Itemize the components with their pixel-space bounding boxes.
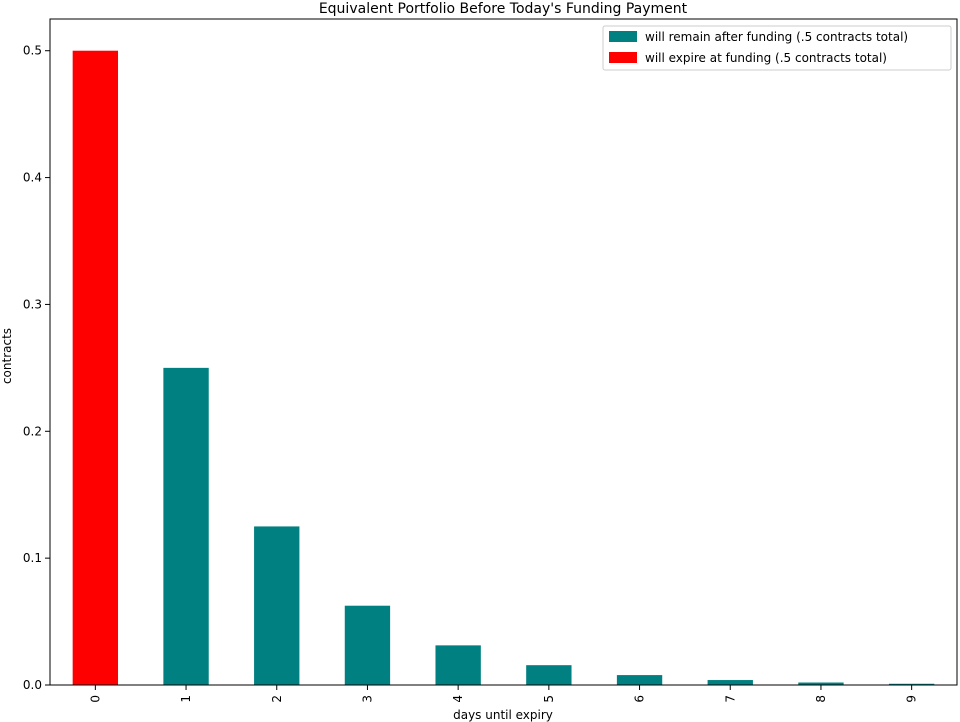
plot-area xyxy=(49,18,958,686)
x-tick-label: 2 xyxy=(270,695,284,703)
bar-remain-4 xyxy=(435,645,481,685)
bar-remain-6 xyxy=(616,675,663,685)
x-tick-label: 6 xyxy=(633,695,647,703)
legend-label-expire: will expire at funding (.5 contracts tot… xyxy=(645,51,887,65)
legend: will remain after funding (.5 contracts … xyxy=(602,25,952,71)
x-tick-label: 1 xyxy=(179,695,193,703)
bar-expire-0 xyxy=(72,50,119,685)
y-tick-label: 0.3 xyxy=(23,297,42,311)
legend-swatch-remain xyxy=(609,31,637,42)
bar-remain-9 xyxy=(888,683,935,685)
y-axis: 0.0 0.1 0.2 0.3 0.4 0.5 xyxy=(23,44,50,692)
axes-frame xyxy=(49,18,958,686)
chart-title: Equivalent Portfolio Before Today's Fund… xyxy=(319,1,688,17)
y-tick-label: 0.4 xyxy=(23,171,42,185)
legend-swatch-expire xyxy=(609,52,637,63)
y-tick-label: 0.2 xyxy=(23,424,42,438)
bar-remain-5 xyxy=(526,665,572,685)
bar-remain-3 xyxy=(344,605,391,685)
x-tick-label: 5 xyxy=(542,695,556,703)
x-tick-label: 0 xyxy=(88,695,102,703)
x-axis: 0 1 2 3 4 5 6 7 8 9 xyxy=(88,685,919,703)
x-tick-label: 9 xyxy=(905,695,919,703)
bar-remain-1 xyxy=(163,367,209,685)
x-tick-label: 3 xyxy=(360,695,374,703)
bar-remain-8 xyxy=(798,682,844,685)
x-tick-label: 7 xyxy=(723,695,737,703)
x-tick-label: 8 xyxy=(814,695,828,703)
y-axis-label: contracts xyxy=(0,328,14,384)
legend-box xyxy=(602,25,952,71)
x-axis-label: days until expiry xyxy=(453,708,553,722)
y-tick-label: 0.0 xyxy=(23,678,42,692)
legend-label-remain: will remain after funding (.5 contracts … xyxy=(645,30,908,44)
y-tick-label: 0.1 xyxy=(23,551,42,565)
y-tick-label: 0.5 xyxy=(23,44,42,58)
x-tick-label: 4 xyxy=(451,695,465,703)
bar-remain-2 xyxy=(254,526,300,685)
bar-remain-7 xyxy=(707,680,753,685)
